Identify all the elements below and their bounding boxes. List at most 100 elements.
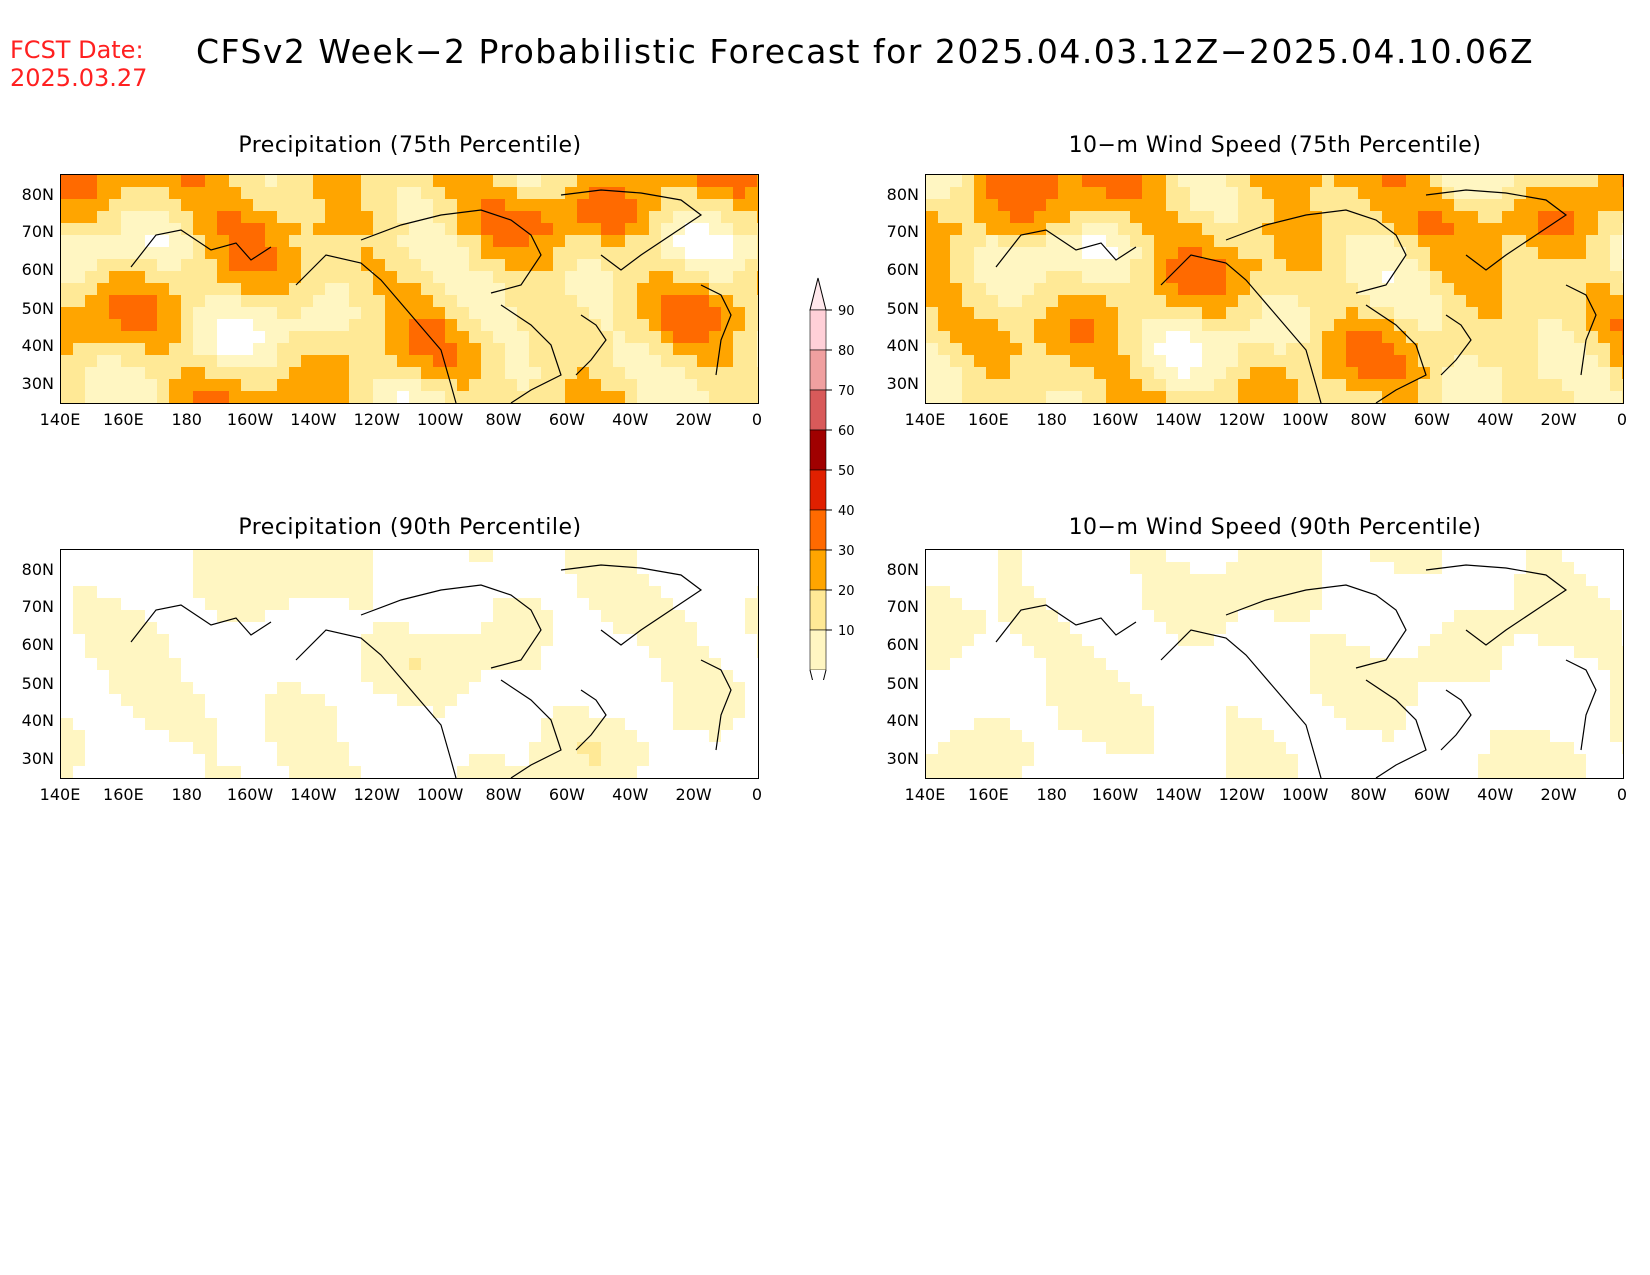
probability-cell (1394, 706, 1407, 719)
probability-cell (733, 730, 746, 743)
probability-cell (121, 379, 134, 392)
probability-cell (241, 694, 254, 707)
probability-cell (1310, 175, 1323, 188)
probability-cell (1202, 706, 1215, 719)
probability-cell (73, 634, 86, 647)
probability-cell (1550, 295, 1563, 308)
probability-cell (1346, 610, 1359, 623)
probability-cell (1142, 598, 1155, 611)
probability-cell (1586, 766, 1599, 778)
probability-cell (253, 658, 266, 671)
probability-cell (241, 235, 254, 248)
probability-cell (433, 247, 446, 260)
probability-cell (253, 766, 266, 778)
probability-cell (277, 598, 290, 611)
probability-cell (1358, 199, 1371, 212)
probability-cell (1022, 646, 1035, 659)
probability-cell (1514, 319, 1527, 332)
probability-cell (926, 706, 939, 719)
probability-cell (709, 331, 722, 344)
probability-cell (1058, 646, 1071, 659)
probability-cell (757, 574, 758, 587)
probability-cell (397, 259, 410, 272)
probability-cell (1082, 682, 1095, 695)
probability-cell (349, 295, 362, 308)
probability-cell (1334, 694, 1347, 707)
probability-cell (193, 175, 206, 188)
probability-cell (133, 754, 146, 767)
probability-cell (625, 610, 638, 623)
probability-cell (445, 331, 458, 344)
probability-cell (1094, 211, 1107, 224)
probability-cell (1094, 550, 1107, 563)
probability-cell (733, 187, 746, 200)
probability-cell (1034, 634, 1047, 647)
probability-cell (193, 379, 206, 392)
probability-cell (1418, 634, 1431, 647)
probability-cell (1226, 646, 1239, 659)
probability-cell (625, 562, 638, 575)
probability-cell (325, 610, 338, 623)
probability-cell (1550, 367, 1563, 380)
probability-cell (1394, 574, 1407, 587)
probability-cell (277, 211, 290, 224)
probability-cell (1094, 730, 1107, 743)
probability-cell (193, 670, 206, 683)
probability-cell (541, 754, 554, 767)
probability-cell (433, 562, 446, 575)
probability-cell (421, 295, 434, 308)
probability-cell (938, 283, 951, 296)
probability-cell (1358, 742, 1371, 755)
probability-cell (61, 295, 74, 308)
probability-cell (505, 391, 518, 403)
probability-cell (649, 550, 662, 563)
probability-cell (1622, 379, 1623, 392)
probability-cell (577, 331, 590, 344)
probability-cell (1382, 658, 1395, 671)
probability-cell (745, 199, 758, 212)
probability-cell (938, 598, 951, 611)
probability-cell (1094, 766, 1107, 778)
probability-cell (637, 175, 650, 188)
probability-cell (577, 259, 590, 272)
forecast-date: FCST Date: 2025.03.27 (10, 36, 147, 92)
probability-cell (685, 658, 698, 671)
probability-cell (421, 694, 434, 707)
probability-cell (745, 682, 758, 695)
probability-cell (601, 754, 614, 767)
probability-cell (205, 319, 218, 332)
probability-cell (673, 379, 686, 392)
probability-cell (1226, 295, 1239, 308)
lon-tick-label: 160W (226, 410, 274, 429)
probability-cell (1610, 766, 1623, 778)
probability-cell (721, 247, 734, 260)
probability-cell (1610, 742, 1623, 755)
lon-tick-label: 40W (612, 785, 649, 804)
probability-cell (1238, 574, 1251, 587)
probability-cell (757, 259, 758, 272)
probability-cell (1334, 718, 1347, 731)
probability-cell (301, 295, 314, 308)
probability-cell (589, 391, 602, 403)
probability-cell (253, 550, 266, 563)
probability-cell (637, 670, 650, 683)
probability-cell (145, 271, 158, 284)
probability-cell (1202, 742, 1215, 755)
probability-cell (1502, 307, 1515, 320)
probability-cell (1058, 742, 1071, 755)
probability-cell (926, 283, 939, 296)
probability-cell (133, 706, 146, 719)
probability-cell (733, 586, 746, 599)
probability-cell (481, 550, 494, 563)
probability-cell (1346, 235, 1359, 248)
probability-cell (301, 319, 314, 332)
probability-cell (1274, 670, 1287, 683)
probability-cell (85, 295, 98, 308)
probability-cell (181, 247, 194, 260)
probability-cell (121, 658, 134, 671)
probability-cell (1358, 574, 1371, 587)
probability-cell (1070, 550, 1083, 563)
probability-cell (517, 271, 530, 284)
probability-cell (1226, 223, 1239, 236)
probability-cell (229, 586, 242, 599)
